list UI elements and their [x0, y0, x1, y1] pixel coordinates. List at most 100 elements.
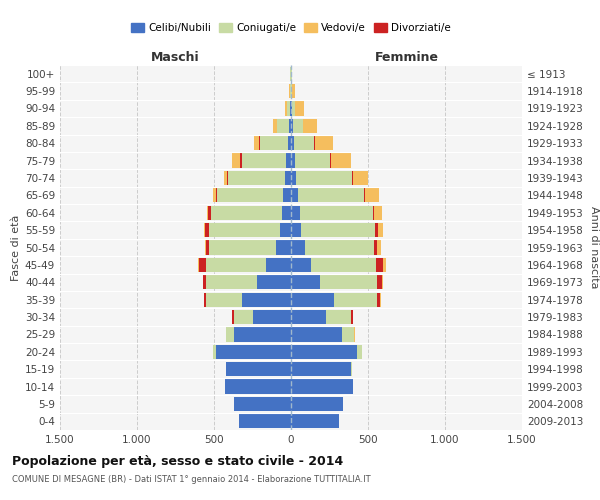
Bar — [232, 310, 234, 324]
Bar — [275, 240, 291, 254]
Bar — [266, 258, 291, 272]
Bar — [383, 258, 386, 272]
Bar — [204, 292, 206, 307]
Bar — [208, 206, 211, 220]
Bar — [287, 102, 290, 116]
Bar — [242, 292, 291, 307]
Bar — [206, 258, 266, 272]
Bar — [291, 414, 339, 428]
Bar — [286, 154, 291, 168]
Bar — [260, 136, 288, 150]
Bar — [291, 275, 320, 289]
Bar — [226, 328, 234, 342]
Bar — [292, 102, 295, 116]
Bar — [254, 136, 259, 150]
Bar — [234, 328, 291, 342]
Bar — [382, 275, 383, 289]
Bar — [215, 188, 217, 202]
Bar — [291, 136, 294, 150]
Bar — [215, 344, 291, 359]
Bar — [289, 118, 291, 133]
Bar — [291, 154, 295, 168]
Bar — [352, 171, 353, 185]
Bar — [239, 414, 291, 428]
Bar — [213, 344, 215, 359]
Bar — [273, 118, 277, 133]
Bar — [380, 292, 381, 307]
Bar — [342, 328, 354, 342]
Bar — [351, 310, 353, 324]
Bar — [291, 310, 326, 324]
Bar — [259, 136, 260, 150]
Bar — [291, 258, 311, 272]
Bar — [334, 292, 377, 307]
Bar — [227, 171, 228, 185]
Bar — [292, 84, 295, 98]
Bar — [331, 154, 351, 168]
Text: Popolazione per età, sesso e stato civile - 2014: Popolazione per età, sesso e stato civil… — [12, 455, 343, 468]
Bar — [209, 223, 280, 237]
Bar — [293, 118, 304, 133]
Bar — [377, 240, 381, 254]
Bar — [206, 240, 209, 254]
Bar — [291, 188, 298, 202]
Bar — [203, 275, 206, 289]
Bar — [291, 223, 301, 237]
Bar — [375, 223, 378, 237]
Bar — [320, 275, 377, 289]
Bar — [311, 258, 376, 272]
Bar — [300, 206, 373, 220]
Bar — [224, 171, 227, 185]
Bar — [374, 206, 382, 220]
Bar — [213, 188, 215, 202]
Bar — [295, 102, 304, 116]
Text: Maschi: Maschi — [151, 51, 200, 64]
Bar — [357, 344, 362, 359]
Bar — [242, 154, 286, 168]
Bar — [378, 223, 383, 237]
Y-axis label: Fasce di età: Fasce di età — [11, 214, 21, 280]
Bar — [240, 154, 242, 168]
Legend: Celibi/Nubili, Coniugati/e, Vedovi/e, Divorziati/e: Celibi/Nubili, Coniugati/e, Vedovi/e, Di… — [127, 19, 455, 38]
Bar — [298, 188, 364, 202]
Bar — [285, 102, 287, 116]
Bar — [373, 206, 374, 220]
Bar — [330, 154, 331, 168]
Bar — [291, 292, 334, 307]
Bar — [291, 118, 293, 133]
Bar — [234, 397, 291, 411]
Bar — [291, 344, 357, 359]
Bar — [234, 310, 253, 324]
Bar — [211, 206, 282, 220]
Y-axis label: Anni di nascita: Anni di nascita — [589, 206, 599, 289]
Bar — [305, 240, 374, 254]
Bar — [207, 206, 208, 220]
Bar — [206, 292, 242, 307]
Bar — [206, 275, 257, 289]
Bar — [257, 275, 291, 289]
Bar — [225, 380, 291, 394]
Bar — [205, 223, 209, 237]
Bar — [377, 275, 382, 289]
Bar — [291, 240, 305, 254]
Bar — [291, 380, 353, 394]
Bar — [365, 188, 379, 202]
Bar — [253, 310, 291, 324]
Bar — [314, 136, 333, 150]
Bar — [226, 362, 291, 376]
Bar — [291, 171, 296, 185]
Bar — [283, 188, 291, 202]
Bar — [364, 188, 365, 202]
Bar — [291, 206, 300, 220]
Bar — [291, 362, 351, 376]
Bar — [301, 223, 375, 237]
Bar — [282, 206, 291, 220]
Bar — [376, 258, 383, 272]
Bar — [199, 258, 206, 272]
Bar — [294, 136, 314, 150]
Bar — [296, 171, 352, 185]
Bar — [326, 310, 351, 324]
Bar — [280, 223, 291, 237]
Bar — [204, 223, 205, 237]
Text: Femmine: Femmine — [374, 51, 439, 64]
